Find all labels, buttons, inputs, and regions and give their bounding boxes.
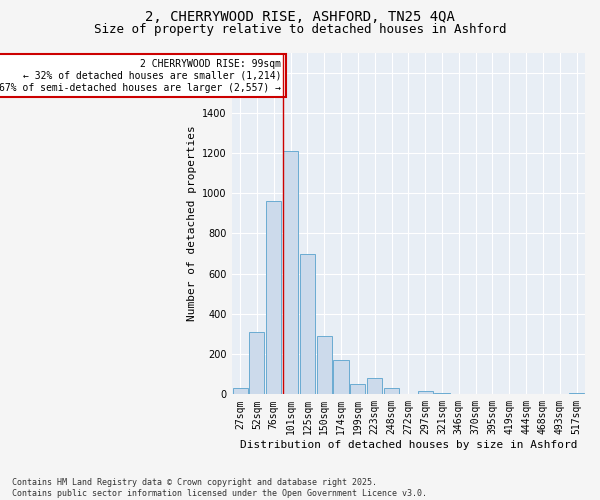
Bar — [350, 384, 365, 394]
Text: 2 CHERRYWOOD RISE: 99sqm
← 32% of detached houses are smaller (1,214)
67% of sem: 2 CHERRYWOOD RISE: 99sqm ← 32% of detach… — [0, 60, 281, 92]
Bar — [317, 336, 332, 394]
Bar — [233, 388, 248, 394]
Text: 2, CHERRYWOOD RISE, ASHFORD, TN25 4QA: 2, CHERRYWOOD RISE, ASHFORD, TN25 4QA — [145, 10, 455, 24]
Bar — [384, 388, 399, 394]
Bar — [367, 378, 382, 394]
Y-axis label: Number of detached properties: Number of detached properties — [187, 126, 197, 322]
Bar — [300, 254, 315, 394]
X-axis label: Distribution of detached houses by size in Ashford: Distribution of detached houses by size … — [239, 440, 577, 450]
Bar — [418, 392, 433, 394]
Text: Contains HM Land Registry data © Crown copyright and database right 2025.
Contai: Contains HM Land Registry data © Crown c… — [12, 478, 427, 498]
Bar — [250, 332, 265, 394]
Bar — [266, 202, 281, 394]
Bar — [334, 360, 349, 394]
Text: Size of property relative to detached houses in Ashford: Size of property relative to detached ho… — [94, 22, 506, 36]
Bar — [283, 151, 298, 394]
